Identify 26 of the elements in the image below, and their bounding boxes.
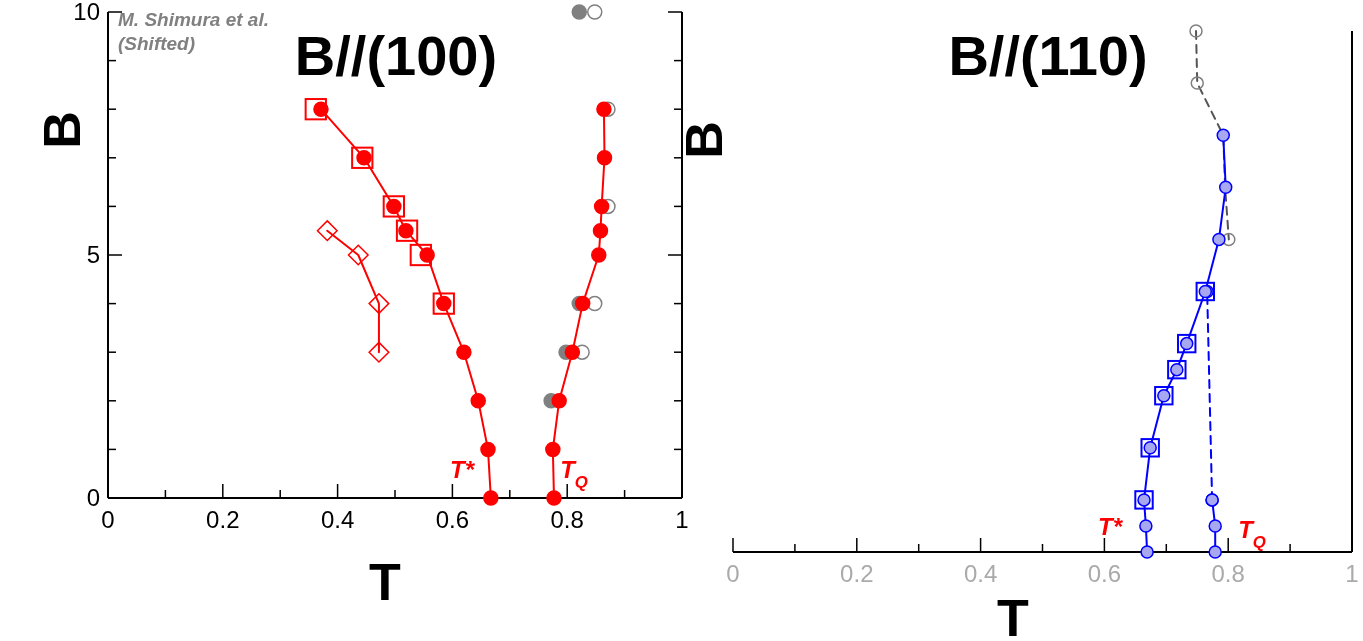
y-axis-title: B xyxy=(675,121,733,159)
x-tick-label: 0.8 xyxy=(1211,560,1245,587)
annotation: (Shifted) xyxy=(118,33,196,54)
annotation: T* xyxy=(1098,513,1124,540)
chart-title: B//(100) xyxy=(294,24,498,87)
x-tick-label: 1 xyxy=(1345,560,1359,587)
x-tick-label: 0.8 xyxy=(550,506,584,533)
x-tick-label: 0.4 xyxy=(963,560,998,587)
x-axis-title: T xyxy=(369,553,402,611)
y-tick-label: 0 xyxy=(86,484,100,511)
x-tick-label: 0.6 xyxy=(435,506,470,533)
chart-title: B//(110) xyxy=(948,24,1148,87)
annotation: M. Shimura et al. xyxy=(118,9,269,30)
x-tick-label: 0.2 xyxy=(206,506,240,533)
x-axis-title: T xyxy=(997,589,1030,641)
x-tick-label: 0.2 xyxy=(840,560,874,587)
x-tick-label: 0.4 xyxy=(320,506,355,533)
annotation: T* xyxy=(450,456,476,483)
annotation: T$_{Q}$ xyxy=(1238,516,1266,552)
annotation: T$_{Q}$ xyxy=(560,456,588,492)
x-tick-label: 0 xyxy=(726,560,740,587)
y-tick-label: 5 xyxy=(86,241,100,268)
x-tick-label: 1 xyxy=(675,506,689,533)
x-tick-label: 0.6 xyxy=(1087,560,1122,587)
y-tick-label: 10 xyxy=(73,0,100,25)
y-axis-title: B xyxy=(33,111,91,149)
